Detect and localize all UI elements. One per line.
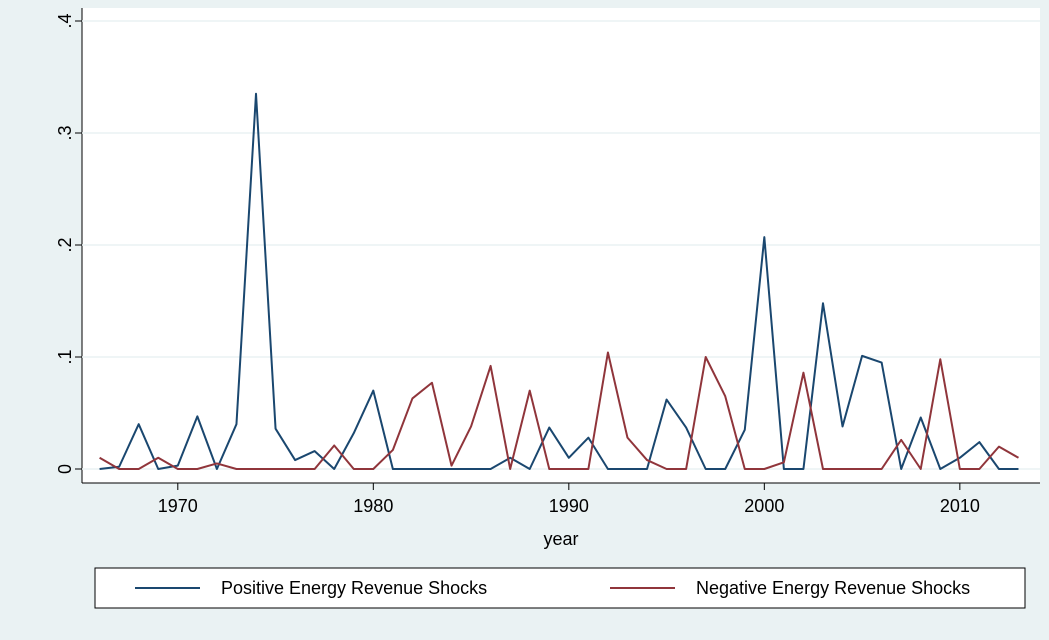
y-tick-label: 0	[55, 464, 75, 474]
x-axis-label: year	[543, 529, 578, 549]
legend-label: Positive Energy Revenue Shocks	[221, 578, 487, 598]
series-line	[99, 351, 1019, 470]
y-tick-label: .2	[55, 237, 75, 252]
x-tick-label: 1990	[549, 496, 589, 516]
y-tick-label: .4	[55, 13, 75, 28]
y-tick-label: .3	[55, 125, 75, 140]
legend	[94, 567, 1026, 609]
y-tick-label: .1	[55, 349, 75, 364]
x-tick-label: 1980	[353, 496, 393, 516]
x-tick-label: 1970	[158, 496, 198, 516]
legend-label: Negative Energy Revenue Shocks	[696, 578, 970, 598]
series-line	[99, 92, 1019, 470]
x-tick-label: 2010	[940, 496, 980, 516]
x-tick-label: 2000	[744, 496, 784, 516]
